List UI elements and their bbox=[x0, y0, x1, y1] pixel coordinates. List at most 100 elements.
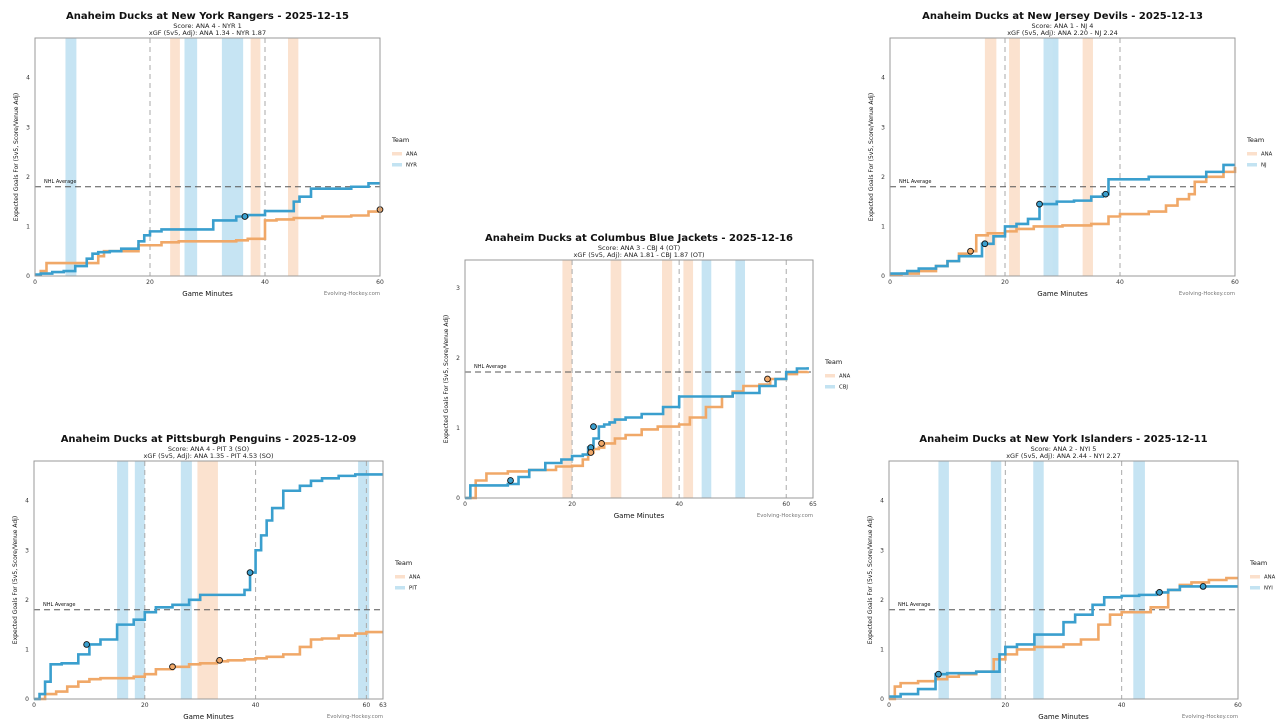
goal-marker-ana bbox=[169, 663, 176, 671]
x-tick-label: 60 bbox=[1231, 279, 1239, 286]
legend-swatch-ana bbox=[392, 152, 402, 156]
chart-title: Anaheim Ducks at New York Rangers - 2025… bbox=[66, 11, 349, 22]
chart-subtitle-score: Score: ANA 4 - PIT 3 (SO) bbox=[168, 445, 249, 453]
chart-panel-islanders: Anaheim Ducks at New York Islanders - 20… bbox=[855, 426, 1280, 724]
chart-subtitle-xgf: xGF (5v5, Adj): ANA 1.34 - NYR 1.87 bbox=[149, 29, 266, 37]
y-axis-label: Expected Goals For (5v5, Score/Venue Adj… bbox=[868, 93, 875, 221]
series-line-cbj bbox=[465, 367, 809, 500]
legend-swatch-ana bbox=[825, 374, 835, 378]
watermark: Evolving-Hockey.com bbox=[757, 513, 813, 519]
y-tick-label: 1 bbox=[456, 425, 460, 432]
penalty-band-opp bbox=[134, 461, 145, 699]
penalty-band-ana bbox=[1009, 38, 1020, 276]
chart-svg: Anaheim Ducks at New Jersey Devils - 202… bbox=[868, 11, 1273, 298]
penalty-band-opp bbox=[735, 260, 746, 498]
legend-swatch-ana bbox=[1250, 575, 1260, 579]
goal-marker-opp bbox=[981, 240, 989, 248]
y-tick-label: 0 bbox=[881, 273, 885, 280]
legend-swatch-nyi bbox=[1250, 586, 1260, 590]
legend-swatch-nyr bbox=[392, 163, 402, 167]
y-axis-label: Expected Goals For (5v5, Score/Venue Adj… bbox=[13, 93, 20, 221]
penalty-band-opp bbox=[1033, 461, 1044, 699]
penalty-band-opp bbox=[990, 461, 1002, 699]
watermark: Evolving-Hockey.com bbox=[327, 714, 383, 720]
x-axis-label: Game Minutes bbox=[614, 512, 665, 520]
nhl-average-label: NHL Average bbox=[898, 602, 930, 608]
y-tick-label: 3 bbox=[25, 547, 29, 554]
y-tick-label: 4 bbox=[881, 75, 885, 82]
chart-subtitle-xgf: xGF (5v5, Adj): ANA 1.81 - CBJ 1.87 (OT) bbox=[574, 251, 705, 259]
x-tick-label: 0 bbox=[887, 702, 891, 709]
legend-label: ANA bbox=[406, 152, 418, 158]
chart-subtitle-xgf: xGF (5v5, Adj): ANA 2.20 - NJ 2.24 bbox=[1007, 29, 1118, 37]
penalty-band-opp bbox=[358, 461, 370, 699]
legend-title: Team bbox=[1246, 136, 1264, 144]
x-axis-label: Game Minutes bbox=[1038, 713, 1089, 720]
penalty-band-ana bbox=[250, 38, 261, 276]
x-tick-label: 60 bbox=[782, 501, 790, 508]
x-tick-label: 40 bbox=[1116, 279, 1124, 286]
plot-frame bbox=[464, 259, 814, 499]
x-tick-label: 20 bbox=[568, 501, 576, 508]
y-tick-label: 3 bbox=[456, 285, 460, 292]
chart-panel-devils: Anaheim Ducks at New Jersey Devils - 202… bbox=[855, 0, 1280, 304]
penalty-band-opp bbox=[180, 461, 192, 699]
plot-frame bbox=[888, 460, 1239, 700]
legend-label: ANA bbox=[409, 575, 421, 581]
chart-subtitle-score: Score: ANA 3 - CBJ 4 (OT) bbox=[598, 244, 680, 252]
y-tick-label: 3 bbox=[881, 124, 885, 131]
chart-subtitle-xgf: xGF (5v5, Adj): ANA 2.44 - NYI 2.27 bbox=[1006, 452, 1121, 460]
x-tick-label: 60 bbox=[376, 279, 384, 286]
penalty-band-ana bbox=[197, 461, 218, 699]
chart-svg: Anaheim Ducks at New York Islanders - 20… bbox=[867, 434, 1276, 721]
x-tick-label: 20 bbox=[1002, 702, 1010, 709]
goal-marker-ana bbox=[764, 375, 771, 383]
legend-title: Team bbox=[824, 358, 842, 366]
goal-marker-ana bbox=[598, 440, 605, 447]
chart-panel-penguins: Anaheim Ducks at Pittsburgh Penguins - 2… bbox=[0, 426, 425, 724]
nhl-average-label: NHL Average bbox=[44, 179, 76, 185]
goal-marker-opp bbox=[935, 670, 942, 678]
goal-marker-opp bbox=[1036, 200, 1043, 208]
goal-marker-ana bbox=[216, 656, 223, 664]
series-line-ana bbox=[34, 630, 383, 701]
goal-marker-opp bbox=[1199, 583, 1207, 590]
x-tick-label: 63 bbox=[379, 702, 387, 709]
y-tick-label: 1 bbox=[880, 646, 884, 653]
y-tick-label: 0 bbox=[26, 273, 30, 280]
y-tick-label: 1 bbox=[25, 646, 29, 653]
x-tick-label: 40 bbox=[261, 279, 269, 286]
x-tick-label: 0 bbox=[463, 501, 467, 508]
x-tick-label: 20 bbox=[1001, 279, 1009, 286]
x-tick-label: 40 bbox=[252, 702, 260, 709]
nhl-average-label: NHL Average bbox=[899, 179, 931, 185]
chart-title: Anaheim Ducks at Columbus Blue Jackets -… bbox=[485, 233, 793, 244]
y-tick-label: 0 bbox=[880, 696, 884, 703]
penalty-band-opp bbox=[1133, 461, 1145, 699]
goal-marker-opp bbox=[590, 423, 597, 430]
penalty-band-opp bbox=[184, 38, 198, 276]
chart-svg: Anaheim Ducks at New York Rangers - 2025… bbox=[13, 11, 418, 298]
chart-subtitle-score: Score: ANA 1 - NJ 4 bbox=[1032, 22, 1094, 30]
series-line-ana bbox=[465, 370, 809, 500]
legend-label: NYI bbox=[1264, 586, 1273, 592]
y-tick-label: 4 bbox=[880, 498, 884, 505]
goal-marker-ana bbox=[967, 247, 974, 255]
x-axis-label: Game Minutes bbox=[183, 713, 234, 720]
goal-marker-opp bbox=[241, 213, 249, 220]
chart-subtitle-xgf: xGF (5v5, Adj): ANA 1.35 - PIT 4.53 (SO) bbox=[143, 452, 273, 460]
legend-label: ANA bbox=[839, 374, 851, 380]
chart-svg: Anaheim Ducks at Columbus Blue Jackets -… bbox=[443, 233, 851, 520]
watermark: Evolving-Hockey.com bbox=[1182, 714, 1238, 720]
penalty-band-opp bbox=[1052, 38, 1058, 276]
x-tick-label: 0 bbox=[888, 279, 892, 286]
series-line-nj bbox=[890, 163, 1235, 275]
penalty-band-opp bbox=[938, 461, 949, 699]
plot-frame bbox=[889, 37, 1236, 277]
y-axis-label: Expected Goals For (5v5, Score/Venue Adj… bbox=[867, 516, 874, 644]
x-tick-label: 40 bbox=[1118, 702, 1126, 709]
penalty-band-opp bbox=[117, 461, 129, 699]
legend-title: Team bbox=[391, 136, 409, 144]
y-tick-label: 2 bbox=[456, 355, 460, 362]
y-tick-label: 2 bbox=[881, 174, 885, 181]
